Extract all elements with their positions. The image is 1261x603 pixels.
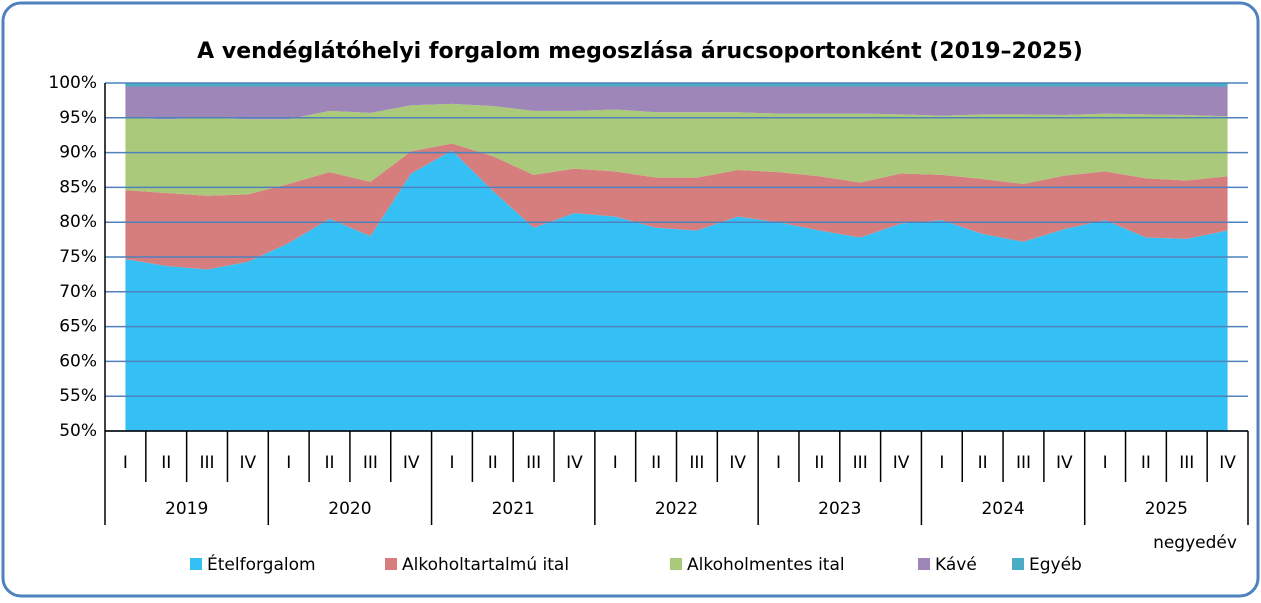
x-tick-label: II xyxy=(651,453,661,473)
group-label: 2020 xyxy=(328,499,371,519)
x-tick-label: IV xyxy=(1056,453,1073,473)
y-tick-label: 50% xyxy=(59,421,97,441)
x-tick-label: III xyxy=(200,453,215,473)
legend-swatch xyxy=(385,558,397,570)
y-tick-label: 95% xyxy=(59,108,97,128)
legend-swatch xyxy=(918,558,930,570)
x-tick-label: III xyxy=(1179,453,1194,473)
area xyxy=(125,103,1228,196)
x-tick-label: II xyxy=(1141,453,1151,473)
group-label: 2021 xyxy=(492,499,535,519)
x-tick-label: I xyxy=(939,453,944,473)
y-tick-label: 85% xyxy=(59,177,97,197)
legend-swatch xyxy=(190,558,202,570)
x-axis-label: negyedév xyxy=(1153,533,1237,553)
x-tick-label: I xyxy=(449,453,454,473)
x-tick-label: IV xyxy=(729,453,746,473)
x-tick-label: II xyxy=(161,453,171,473)
y-tick-label: 75% xyxy=(59,247,97,267)
y-tick-label: 70% xyxy=(59,282,97,302)
area xyxy=(125,86,1228,120)
legend-label: Alkoholmentes ital xyxy=(687,555,845,575)
x-tick-label: III xyxy=(853,453,868,473)
legend-label: Egyéb xyxy=(1029,555,1082,575)
x-tick-label: IV xyxy=(1219,453,1236,473)
x-tick-label: I xyxy=(776,453,781,473)
x-tick-label: II xyxy=(488,453,498,473)
area xyxy=(125,143,1228,270)
x-tick-label: IV xyxy=(240,453,257,473)
y-tick-label: 80% xyxy=(59,212,97,232)
group-label: 2025 xyxy=(1145,499,1188,519)
x-tick-label: III xyxy=(689,453,704,473)
x-tick-label: I xyxy=(123,453,128,473)
y-tick-label: 65% xyxy=(59,317,97,337)
x-tick-label: III xyxy=(363,453,378,473)
legend-label: Alkoholtartalmú ital xyxy=(402,555,569,575)
x-tick-label: I xyxy=(613,453,618,473)
group-label: 2024 xyxy=(981,499,1024,519)
x-tick-label: I xyxy=(286,453,291,473)
x-tick-label: IV xyxy=(566,453,583,473)
plot-area xyxy=(125,83,1228,431)
y-tick-label: 55% xyxy=(59,386,97,406)
y-tick-label: 100% xyxy=(48,73,97,93)
y-tick-label: 60% xyxy=(59,351,97,371)
legend-swatch xyxy=(670,558,682,570)
x-tick-label: III xyxy=(526,453,541,473)
x-tick-label: III xyxy=(1016,453,1031,473)
group-label: 2022 xyxy=(655,499,698,519)
legend-label: Kávé xyxy=(935,555,977,575)
x-tick-label: IV xyxy=(403,453,420,473)
group-label: 2019 xyxy=(165,499,208,519)
legend-swatch xyxy=(1012,558,1024,570)
x-tick-label: I xyxy=(1103,453,1108,473)
y-tick-label: 90% xyxy=(59,143,97,163)
legend-label: Ételforgalom xyxy=(207,553,316,575)
chart-title: A vendéglátóhelyi forgalom megoszlása ár… xyxy=(197,39,1083,64)
group-label: 2023 xyxy=(818,499,861,519)
x-tick-label: II xyxy=(325,453,335,473)
x-tick-label: II xyxy=(978,453,988,473)
x-tick-label: IV xyxy=(893,453,910,473)
x-tick-label: II xyxy=(814,453,824,473)
area xyxy=(125,83,1228,87)
